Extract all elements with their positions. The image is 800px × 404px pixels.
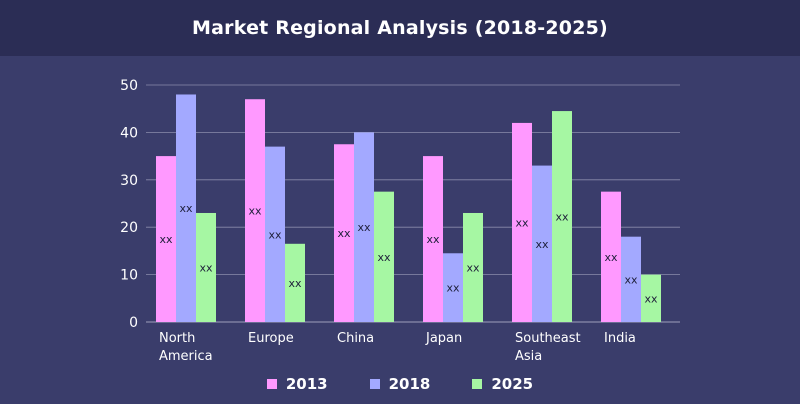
- bar-2018: [443, 253, 463, 322]
- bar-data-label: xx: [426, 233, 440, 246]
- bar-data-label: xx: [466, 261, 480, 274]
- legend-swatch: [369, 379, 380, 389]
- x-category-label: America: [159, 349, 213, 364]
- bar-data-label: xx: [446, 282, 460, 295]
- bar-data-label: xx: [199, 261, 213, 274]
- y-tick-label: 0: [129, 315, 138, 331]
- bar-data-label: xx: [604, 251, 618, 264]
- bar-2013: [245, 99, 265, 322]
- legend-item-2013: 2013: [266, 375, 328, 393]
- bar-2025: [641, 274, 661, 322]
- bar-2025: [196, 212, 216, 322]
- y-tick-label: 50: [120, 78, 138, 94]
- bar-data-label: xx: [357, 221, 371, 234]
- bar-2018: [621, 236, 641, 322]
- bar-2025: [552, 111, 572, 322]
- bar-data-label: xx: [515, 216, 529, 229]
- bar-data-label: xx: [288, 277, 302, 290]
- bar-data-label: xx: [179, 202, 193, 215]
- x-category-label: Asia: [515, 349, 542, 364]
- legend-label: 2018: [388, 375, 431, 393]
- x-category-label: India: [604, 331, 636, 346]
- bar-data-label: xx: [555, 211, 569, 224]
- bar-data-label: xx: [644, 292, 658, 305]
- bar-2013: [423, 156, 443, 322]
- x-category-label: Europe: [248, 331, 294, 346]
- bar-2018: [354, 132, 374, 322]
- chart-title: Market Regional Analysis (2018-2025): [192, 17, 608, 39]
- y-tick-label: 30: [120, 173, 138, 189]
- x-category-label: China: [337, 331, 374, 346]
- bar-data-label: xx: [377, 251, 391, 264]
- bar-2025: [374, 191, 394, 322]
- bar-data-label: xx: [248, 205, 262, 218]
- bar-2013: [156, 156, 176, 322]
- legend-label: 2025: [491, 375, 534, 393]
- bar-data-label: xx: [268, 228, 282, 241]
- x-category-label: Japan: [425, 331, 462, 346]
- y-tick-label: 20: [120, 220, 138, 236]
- y-tick-label: 10: [120, 268, 138, 284]
- bar-2025: [463, 212, 483, 322]
- bar-data-label: xx: [159, 233, 173, 246]
- bar-2018: [176, 94, 196, 322]
- title-bar: Market Regional Analysis (2018-2025): [0, 0, 800, 56]
- bar-2013: [334, 144, 354, 322]
- legend-swatch: [472, 379, 483, 389]
- legend-item-2018: 2018: [369, 375, 431, 393]
- x-category-label: Southeast: [515, 331, 581, 346]
- bar-data-label: xx: [624, 273, 638, 286]
- bar-data-label: xx: [535, 238, 549, 251]
- x-category-label: North: [159, 331, 195, 346]
- legend-item-2025: 2025: [472, 375, 533, 393]
- bar-2025: [285, 243, 305, 322]
- y-tick-label: 40: [120, 125, 138, 141]
- bar-2018: [265, 146, 285, 322]
- legend-swatch: [266, 379, 277, 389]
- bar-2013: [512, 122, 532, 322]
- legend-label: 2013: [285, 375, 328, 393]
- bar-2018: [532, 165, 552, 322]
- bar-2013: [601, 191, 621, 322]
- bar-data-label: xx: [337, 227, 351, 240]
- chart-legend: 2013 2018 2025: [0, 372, 800, 396]
